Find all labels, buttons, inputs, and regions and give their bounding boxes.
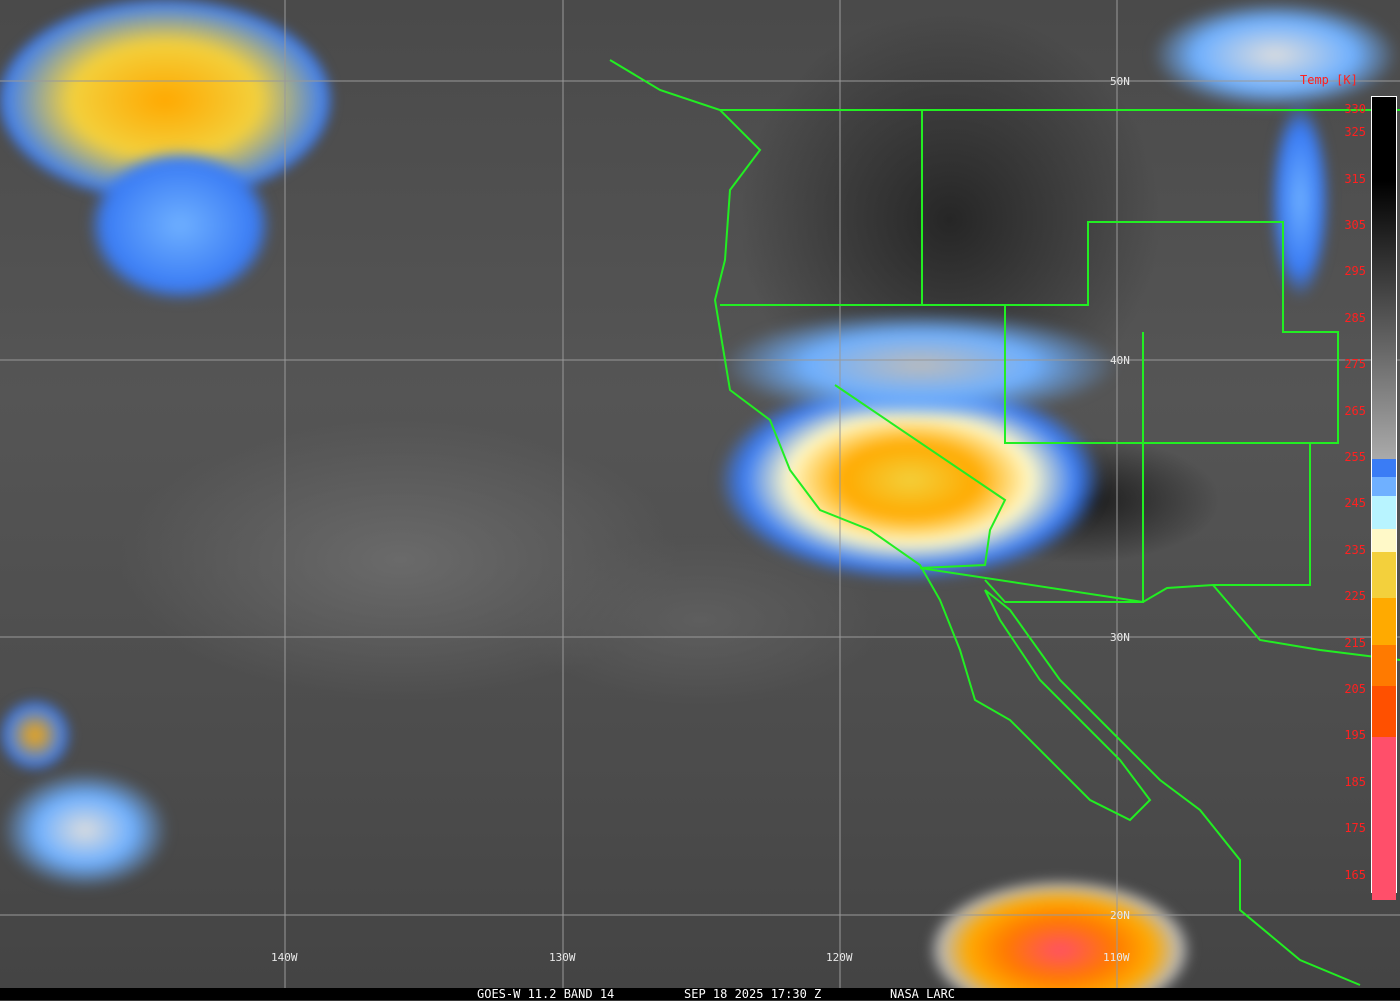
state-borders xyxy=(984,332,1144,603)
colorbar-tick-label: 255 xyxy=(1344,449,1366,464)
colorbar-tick-label: 295 xyxy=(1344,264,1366,279)
caption-bar: GOES-W 11.2 BAND 14 SEP 18 2025 17:30 Z … xyxy=(0,988,1400,1000)
colorbar-tick-label: 315 xyxy=(1344,171,1366,186)
colorbar-segment xyxy=(1372,110,1396,459)
colorbar-tick-label: 215 xyxy=(1344,635,1366,650)
state-borders xyxy=(720,221,1339,444)
lon-label: 110W xyxy=(1103,951,1130,964)
colorbar-tick-label: 285 xyxy=(1344,310,1366,325)
colorbar-segment xyxy=(1372,644,1396,687)
source: NASA LARC xyxy=(890,987,956,1001)
lat-label: 40N xyxy=(1110,354,1130,367)
lat-label: 20N xyxy=(1110,909,1130,922)
colorbar-segment xyxy=(1372,496,1396,529)
colorbar-tick-label: 185 xyxy=(1344,774,1366,789)
lon-label: 140W xyxy=(271,951,298,964)
borders xyxy=(609,59,1400,986)
lat-label: 30N xyxy=(1110,631,1130,644)
cloud-cluster xyxy=(0,700,70,770)
lon-label: 120W xyxy=(826,951,853,964)
colorbar-segment xyxy=(1372,737,1396,900)
colorbar-segment xyxy=(1372,458,1396,478)
colorbar-tick-label: 265 xyxy=(1344,403,1366,418)
colorbar-segment xyxy=(1372,598,1396,645)
west-coastline xyxy=(609,59,1361,986)
colorbar-segment xyxy=(1372,551,1396,599)
state-borders xyxy=(720,110,923,306)
colorbar-tick-label: 175 xyxy=(1344,821,1366,836)
colorbar-tick-label: 165 xyxy=(1344,867,1366,882)
lat-label: 50N xyxy=(1110,75,1130,88)
cloud-cluster xyxy=(930,880,1190,988)
lon-label: 130W xyxy=(549,951,576,964)
timestamp: SEP 18 2025 17:30 Z xyxy=(684,987,822,1001)
satellite-band: GOES-W 11.2 BAND 14 xyxy=(477,987,615,1001)
colorbar-tick-label: 275 xyxy=(1344,357,1366,372)
cloud-cluster xyxy=(1270,100,1330,300)
cloud-cluster xyxy=(1150,0,1400,110)
colorbar-segment xyxy=(1372,686,1396,738)
colorbar-tick-label: 330 xyxy=(1344,101,1366,116)
colorbar-tick-label: 205 xyxy=(1344,681,1366,696)
colorbar-tick-label: 245 xyxy=(1344,496,1366,511)
colorbar-tick-label: 305 xyxy=(1344,217,1366,232)
cloud-cluster xyxy=(0,770,170,890)
colorbar-tick-label: 195 xyxy=(1344,728,1366,743)
cloud-cluster xyxy=(720,310,1120,420)
temperature-colorbar xyxy=(1371,96,1397,900)
state-borders xyxy=(834,384,1007,569)
colorbar-segment xyxy=(1372,477,1396,497)
cloud-cluster xyxy=(90,150,270,300)
colorbar-title: Temp [K] xyxy=(1300,73,1358,87)
colorbar-segment xyxy=(1372,528,1396,552)
colorbar-tick-label: 325 xyxy=(1344,125,1366,140)
state-borders xyxy=(1213,443,1311,586)
colorbar-tick-label: 235 xyxy=(1344,542,1366,557)
colorbar-tick-label: 225 xyxy=(1344,589,1366,604)
